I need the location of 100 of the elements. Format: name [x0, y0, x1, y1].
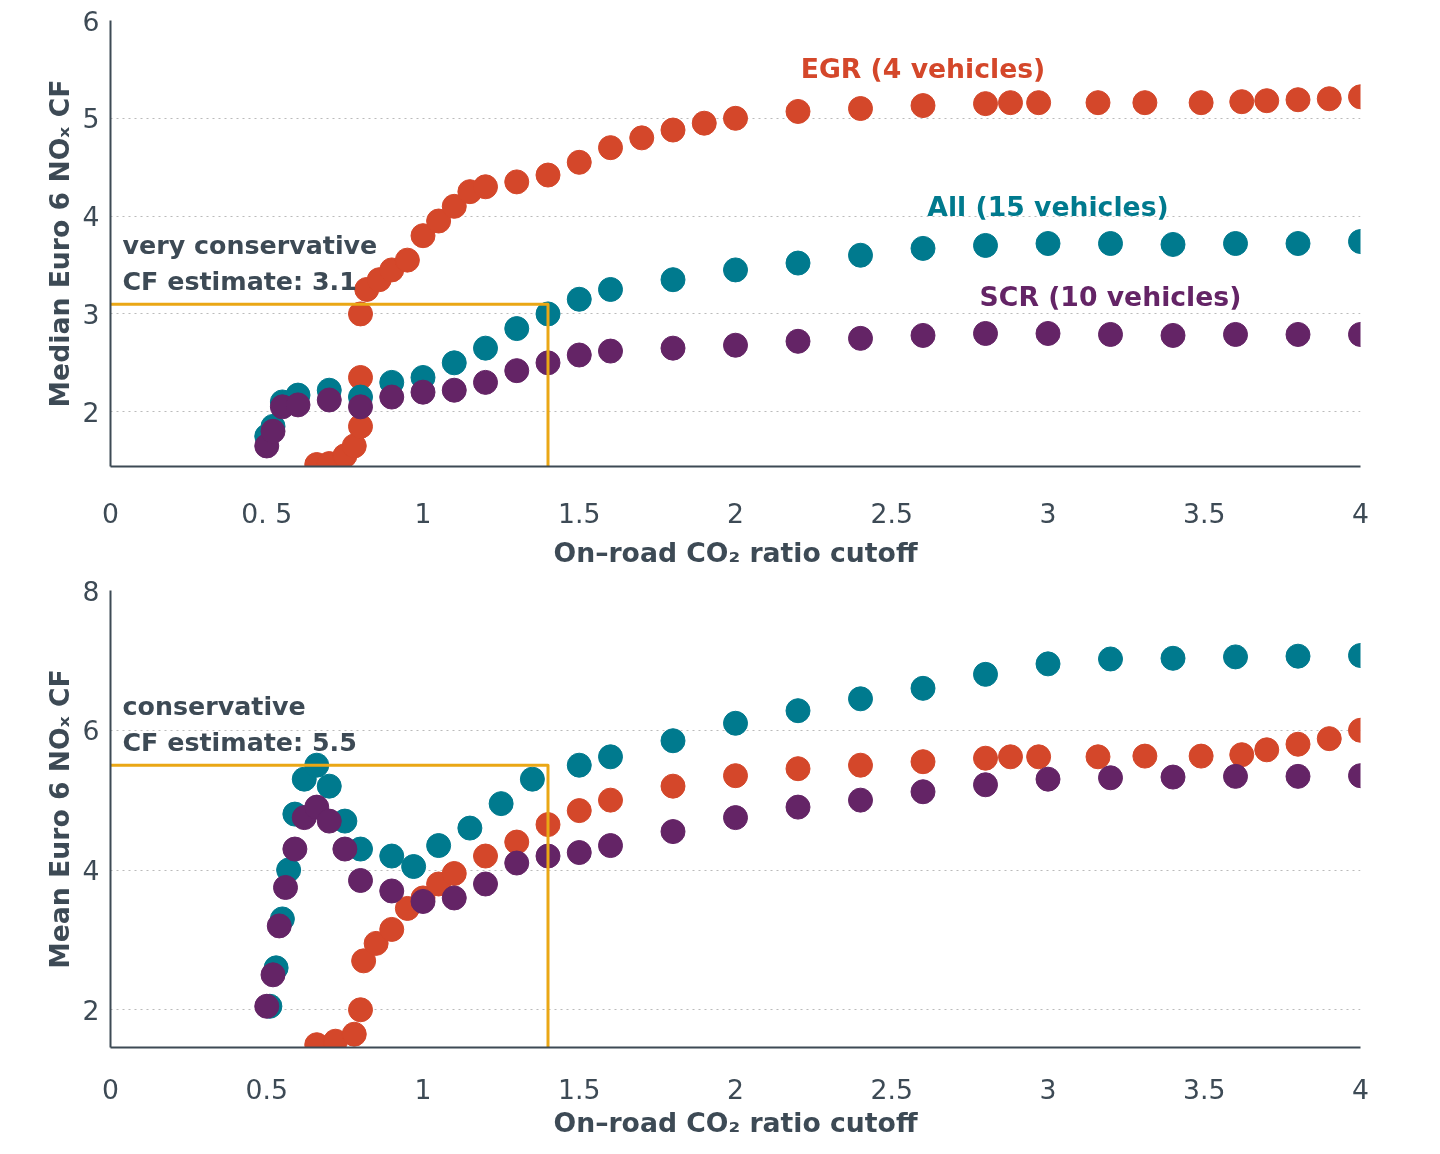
- y-tick-label: 2: [82, 396, 100, 428]
- point: [348, 394, 373, 420]
- point: [441, 193, 467, 219]
- point: [910, 322, 936, 348]
- point: [785, 756, 811, 782]
- point: [1229, 742, 1255, 768]
- x-tick-label: 4: [1352, 497, 1369, 529]
- point: [785, 98, 811, 124]
- point: [973, 772, 998, 798]
- annotation: conservative CF estimate: 5.5: [122, 691, 357, 758]
- point: [1098, 646, 1123, 672]
- point: [1285, 731, 1311, 757]
- point: [723, 710, 748, 736]
- y-tick-label: 2: [82, 994, 100, 1026]
- y-tick-label: 6: [82, 5, 100, 37]
- point: [910, 749, 936, 775]
- point: [660, 728, 686, 754]
- point: [1223, 644, 1248, 670]
- x-tick-label: 2.5: [870, 497, 913, 529]
- point: [1160, 232, 1186, 257]
- point: [1098, 765, 1123, 791]
- point: [379, 384, 405, 410]
- point: [598, 744, 623, 770]
- point: [660, 267, 686, 293]
- point: [723, 332, 748, 358]
- point: [1316, 86, 1342, 112]
- point: [848, 787, 873, 813]
- x-tick-label: 3.5: [1183, 1073, 1226, 1105]
- point: [723, 763, 748, 789]
- point: [473, 335, 498, 361]
- x-tick-label: 0. 5: [241, 497, 293, 529]
- point: [473, 843, 498, 869]
- point: [660, 773, 686, 799]
- point: [998, 90, 1023, 116]
- x-tick-label: 3: [1039, 497, 1057, 529]
- x-tick-label: 0: [102, 497, 119, 529]
- point: [1223, 231, 1248, 256]
- point: [410, 223, 436, 249]
- point: [598, 833, 623, 859]
- point: [348, 997, 373, 1023]
- point: [848, 96, 873, 121]
- point: [848, 686, 873, 712]
- point: [504, 850, 530, 876]
- point: [1035, 766, 1061, 792]
- point: [1132, 743, 1158, 769]
- point: [316, 808, 342, 834]
- x-tick-label: 1.5: [558, 1073, 601, 1105]
- series-label: SCR (10 vehicles): [979, 281, 1242, 313]
- point: [441, 861, 467, 886]
- point: [260, 962, 286, 988]
- point: [266, 913, 292, 939]
- point: [910, 779, 936, 805]
- point: [785, 698, 811, 724]
- point: [504, 169, 530, 195]
- x-tick-label: 4: [1352, 1073, 1369, 1105]
- point: [660, 335, 686, 361]
- point: [598, 135, 623, 161]
- point: [910, 675, 936, 701]
- point: [973, 745, 998, 771]
- point: [1316, 726, 1342, 752]
- point: [316, 387, 342, 413]
- y-tick-label: 3: [82, 298, 100, 330]
- point: [910, 235, 936, 261]
- point: [1132, 90, 1158, 116]
- point: [341, 1021, 367, 1047]
- point: [973, 232, 998, 258]
- x-tick-label: 0.5: [245, 1073, 288, 1105]
- point: [1035, 651, 1061, 677]
- y-tick-label: 5: [82, 103, 100, 135]
- point: [316, 773, 342, 799]
- point: [348, 868, 373, 893]
- point: [1035, 321, 1061, 346]
- y-tick-label: 4: [82, 855, 100, 887]
- point: [1160, 645, 1186, 671]
- point: [401, 854, 427, 879]
- point: [1285, 87, 1311, 113]
- point: [660, 819, 686, 845]
- point: [1026, 744, 1052, 770]
- point: [1085, 744, 1111, 770]
- point: [379, 878, 405, 904]
- point: [488, 791, 514, 817]
- point: [629, 125, 655, 151]
- point: [566, 840, 592, 866]
- x-tick-label: 1: [414, 497, 432, 529]
- point: [1254, 88, 1280, 114]
- point: [394, 247, 420, 273]
- y-axis-title: Median Euro 6 NOₓ CF: [43, 79, 75, 408]
- point: [1085, 90, 1111, 116]
- annotation: very conservative CF estimate: 3.1: [122, 230, 378, 297]
- point: [363, 930, 389, 956]
- point: [1229, 89, 1255, 115]
- point: [785, 328, 811, 354]
- series-label: All (15 vehicles): [927, 190, 1169, 222]
- point: [910, 93, 936, 119]
- point: [1188, 743, 1214, 769]
- point: [973, 661, 998, 687]
- point: [426, 208, 452, 234]
- point: [848, 242, 873, 268]
- point: [998, 744, 1023, 770]
- point: [441, 885, 467, 911]
